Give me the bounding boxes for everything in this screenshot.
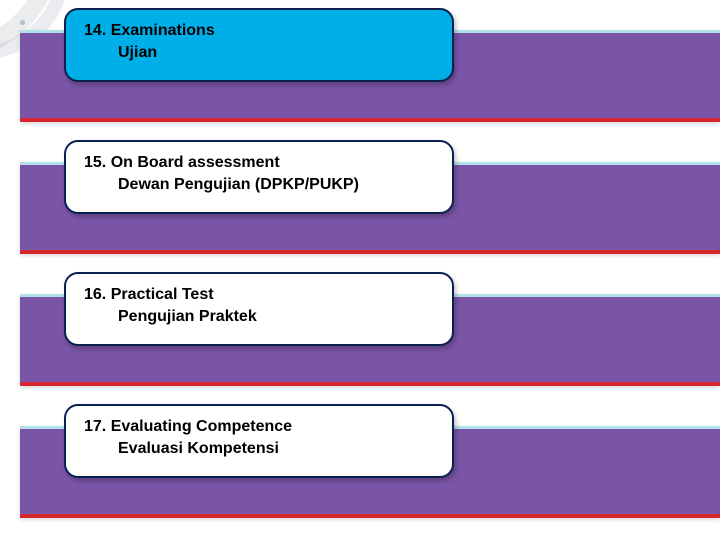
card-14-sub: Ujian bbox=[84, 42, 434, 64]
card-17-sub: Evaluasi Kompetensi bbox=[84, 438, 434, 460]
row-16: 16. Practical Test Pengujian Praktek bbox=[0, 294, 720, 386]
row-14: 14. Examinations Ujian bbox=[0, 30, 720, 122]
card-17: 17. Evaluating Competence Evaluasi Kompe… bbox=[64, 404, 454, 478]
card-15-title: 15. On Board assessment bbox=[84, 152, 434, 174]
row-17: 17. Evaluating Competence Evaluasi Kompe… bbox=[0, 426, 720, 518]
card-14-title: 14. Examinations bbox=[84, 20, 434, 42]
card-16-sub: Pengujian Praktek bbox=[84, 306, 434, 328]
card-15: 15. On Board assessment Dewan Pengujian … bbox=[64, 140, 454, 214]
row-15: 15. On Board assessment Dewan Pengujian … bbox=[0, 162, 720, 254]
card-17-title: 17. Evaluating Competence bbox=[84, 416, 434, 438]
card-15-sub: Dewan Pengujian (DPKP/PUKP) bbox=[84, 174, 434, 196]
card-14: 14. Examinations Ujian bbox=[64, 8, 454, 82]
card-16: 16. Practical Test Pengujian Praktek bbox=[64, 272, 454, 346]
card-16-title: 16. Practical Test bbox=[84, 284, 434, 306]
slide: 14. Examinations Ujian 15. On Board asse… bbox=[0, 0, 720, 540]
